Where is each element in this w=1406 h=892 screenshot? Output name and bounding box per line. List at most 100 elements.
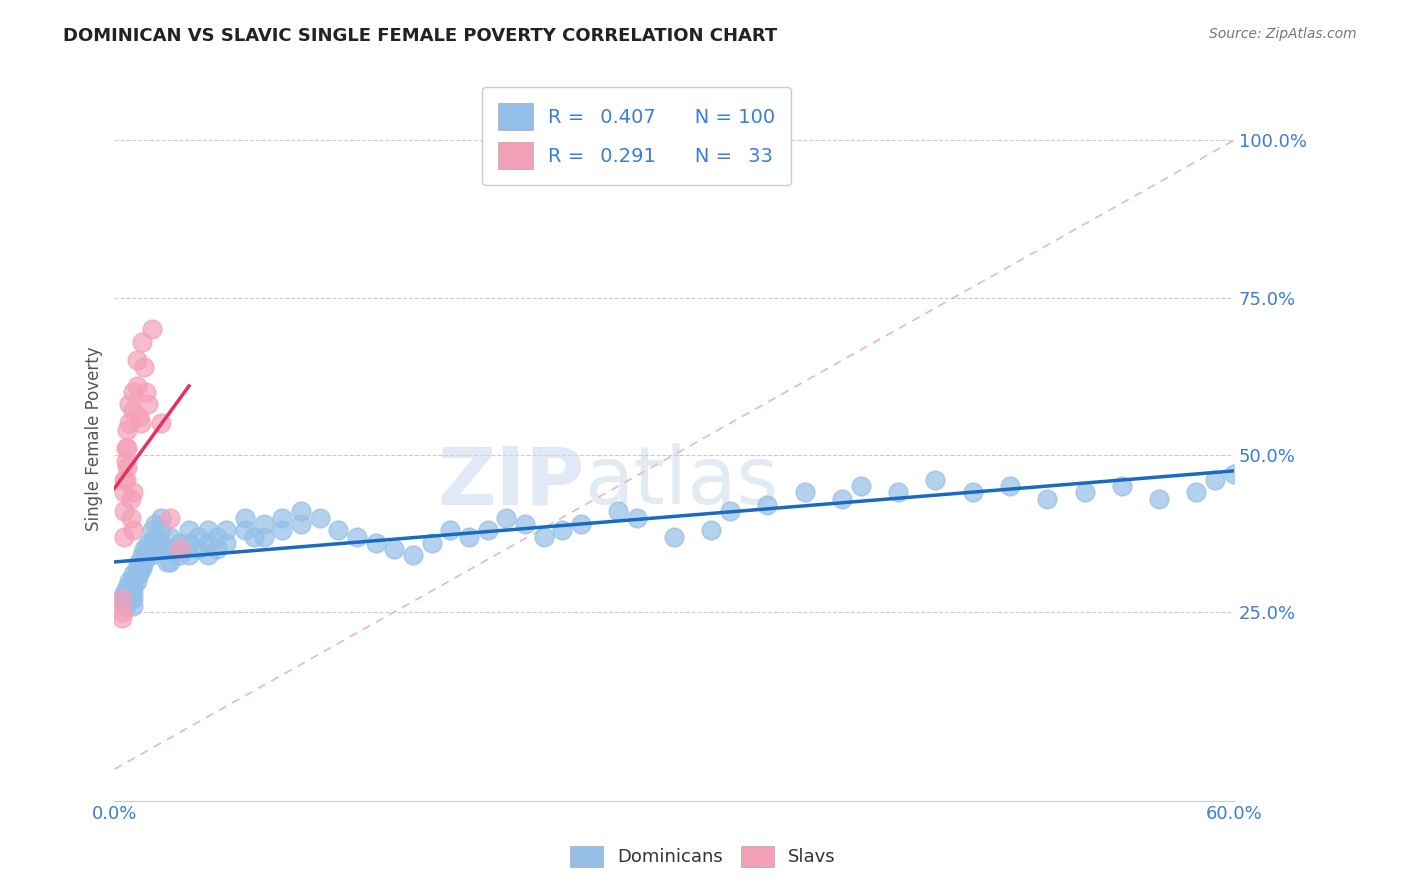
Point — [215, 536, 238, 550]
Point — [120, 510, 142, 524]
Point — [159, 555, 181, 569]
Point — [114, 586, 136, 600]
Point — [271, 510, 294, 524]
Point — [551, 523, 574, 537]
Point — [233, 523, 256, 537]
Point — [135, 549, 157, 563]
Point — [271, 523, 294, 537]
Point — [205, 529, 228, 543]
Point — [169, 549, 191, 563]
Point — [169, 542, 191, 557]
Point — [290, 504, 312, 518]
Point — [145, 529, 167, 543]
Point — [117, 423, 139, 437]
Point — [253, 516, 276, 531]
Point — [129, 417, 152, 431]
Point — [420, 536, 443, 550]
Point — [346, 529, 368, 543]
Point — [187, 529, 209, 543]
Point — [117, 460, 139, 475]
Point — [457, 529, 479, 543]
Point — [156, 542, 179, 557]
Point — [626, 510, 648, 524]
Point — [120, 491, 142, 506]
Point — [215, 523, 238, 537]
Point — [136, 536, 159, 550]
Point — [117, 592, 139, 607]
Point — [114, 442, 136, 456]
Point — [141, 536, 163, 550]
Point — [607, 504, 630, 518]
Point — [117, 580, 139, 594]
Point — [1147, 491, 1170, 506]
Point — [756, 498, 779, 512]
Point — [364, 536, 387, 550]
Point — [253, 529, 276, 543]
Point — [1111, 479, 1133, 493]
Point — [998, 479, 1021, 493]
Point — [177, 549, 200, 563]
Point — [197, 549, 219, 563]
Point — [243, 529, 266, 543]
Point — [150, 417, 173, 431]
Point — [177, 523, 200, 537]
Point — [122, 567, 145, 582]
Point — [131, 561, 153, 575]
Point — [150, 510, 173, 524]
Point — [117, 442, 139, 456]
Point — [112, 599, 135, 613]
Point — [125, 561, 148, 575]
Point — [382, 542, 405, 557]
Point — [122, 403, 145, 417]
Point — [111, 605, 134, 619]
Point — [145, 516, 167, 531]
Point — [141, 549, 163, 563]
Point — [112, 485, 135, 500]
Point — [111, 592, 134, 607]
Text: Source: ZipAtlas.com: Source: ZipAtlas.com — [1209, 27, 1357, 41]
Point — [849, 479, 872, 493]
Point — [125, 353, 148, 368]
Point — [141, 523, 163, 537]
Point — [662, 529, 685, 543]
Point — [718, 504, 741, 518]
Point — [122, 592, 145, 607]
Legend: R =  0.407  N = 100, R =  0.291  N =  33: R = 0.407 N = 100, R = 0.291 N = 33 — [482, 87, 792, 185]
Point — [134, 359, 156, 374]
Point — [1073, 485, 1095, 500]
Point — [793, 485, 815, 500]
Point — [205, 542, 228, 557]
Point — [402, 549, 425, 563]
Point — [112, 473, 135, 487]
Point — [122, 580, 145, 594]
Point — [134, 555, 156, 569]
Point — [114, 473, 136, 487]
Point — [134, 542, 156, 557]
Point — [1204, 473, 1226, 487]
Point — [439, 523, 461, 537]
Point — [962, 485, 984, 500]
Point — [1036, 491, 1059, 506]
Point — [131, 549, 153, 563]
Point — [114, 454, 136, 468]
Point — [118, 417, 141, 431]
Point — [328, 523, 350, 537]
Point — [122, 384, 145, 399]
Point — [122, 574, 145, 588]
Point — [118, 397, 141, 411]
Point — [150, 536, 173, 550]
Point — [924, 473, 946, 487]
Point — [831, 491, 853, 506]
Y-axis label: Single Female Poverty: Single Female Poverty — [86, 347, 103, 532]
Point — [159, 529, 181, 543]
Point — [495, 510, 517, 524]
Point — [290, 516, 312, 531]
Point — [131, 334, 153, 349]
Text: DOMINICAN VS SLAVIC SINGLE FEMALE POVERTY CORRELATION CHART: DOMINICAN VS SLAVIC SINGLE FEMALE POVERT… — [63, 27, 778, 45]
Point — [169, 536, 191, 550]
Point — [128, 555, 150, 569]
Point — [120, 580, 142, 594]
Point — [477, 523, 499, 537]
Point — [112, 529, 135, 543]
Point — [125, 574, 148, 588]
